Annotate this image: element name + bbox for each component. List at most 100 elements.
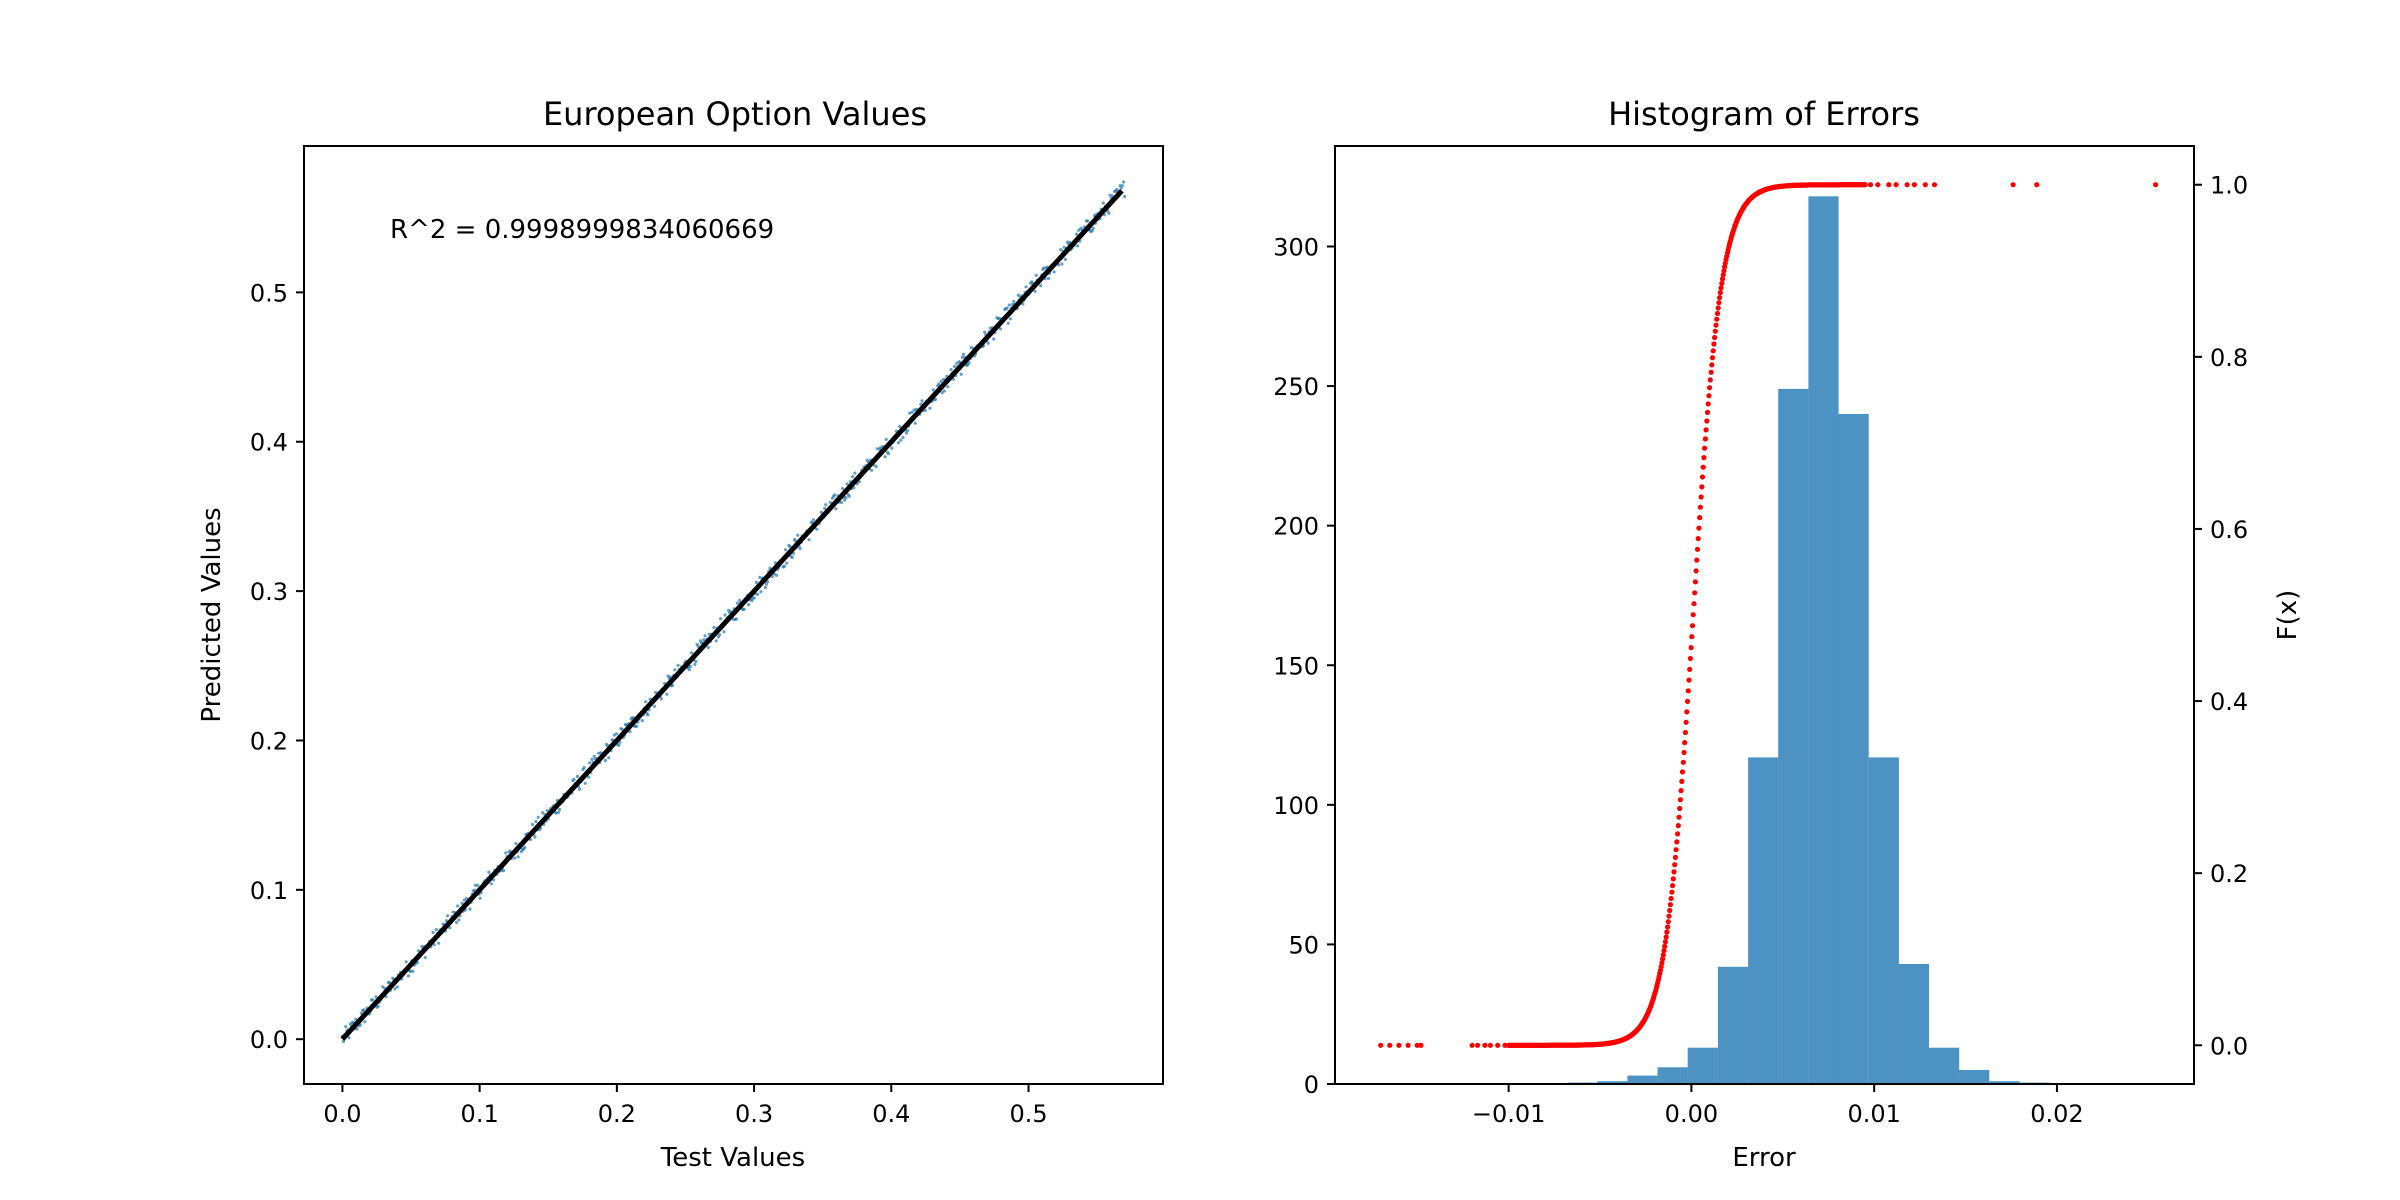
scatter-point	[1121, 180, 1126, 184]
histogram-y-ticks: 0 50 100 150 200 250 300	[1273, 234, 1335, 1099]
cdf-point	[1867, 182, 1874, 188]
cdf-point	[1702, 445, 1708, 451]
cdf-point	[1665, 924, 1671, 930]
scatter-point	[583, 781, 587, 785]
scatter-point	[533, 835, 537, 839]
scatter-point	[687, 668, 691, 672]
scatter-point	[635, 724, 639, 728]
scatter-point	[785, 561, 789, 565]
scatter-point	[1107, 211, 1111, 215]
cdf-y-label: F(x)	[2273, 590, 2303, 641]
cdf-point	[1675, 831, 1681, 837]
scatter-point	[920, 399, 924, 403]
scatter-point	[839, 500, 844, 505]
scatter-point	[617, 743, 621, 747]
cdf-point	[1660, 956, 1666, 962]
scatter-point	[590, 757, 594, 762]
histogram-bar	[1808, 196, 1839, 1085]
scatter-point	[431, 930, 435, 935]
cdf-point	[1682, 729, 1688, 736]
y-tick-label: 200	[1273, 513, 1319, 541]
scatter-point	[455, 920, 459, 925]
scatter-point	[1006, 321, 1010, 325]
cdf-point	[1685, 688, 1691, 694]
scatter-point	[898, 424, 902, 429]
scatter-point	[845, 482, 849, 486]
cdf-point	[1709, 362, 1715, 368]
y-tick-label: 0.4	[250, 429, 288, 457]
cdf-point	[1659, 960, 1665, 966]
cdf-point	[1692, 590, 1698, 596]
scatter-point	[1046, 276, 1051, 281]
scatter-point	[588, 761, 592, 765]
cdf-point	[1709, 355, 1716, 361]
scatter-point	[788, 544, 792, 549]
cdf-point	[1714, 316, 1720, 322]
scatter-point	[696, 644, 700, 649]
cdf-point	[2153, 182, 2159, 188]
x-tick-label: 0.00	[1665, 1100, 1718, 1128]
cdf-point	[1684, 698, 1691, 705]
scatter-point	[851, 475, 855, 479]
scatter-point	[853, 471, 857, 475]
scatter-point	[986, 341, 990, 345]
scatter-point	[644, 700, 648, 704]
cdf-point	[1680, 759, 1686, 765]
scatter-point	[754, 580, 759, 585]
scatter-point	[628, 730, 632, 734]
scatter-point	[738, 598, 742, 602]
scatter-point	[582, 766, 586, 770]
scatter-point	[967, 361, 971, 365]
scatter-point	[828, 500, 832, 504]
cdf-point	[1679, 778, 1685, 785]
scatter-point	[1024, 285, 1028, 289]
scatter-point	[1101, 201, 1105, 205]
cdf-points	[1378, 182, 2159, 1048]
scatter-point	[747, 603, 751, 607]
cdf-point	[1691, 601, 1697, 607]
scatter-point	[961, 352, 966, 356]
scatter-point	[1120, 184, 1124, 188]
scatter-point	[575, 774, 580, 779]
cdf-point	[1672, 862, 1678, 868]
scatter-point	[735, 601, 740, 605]
cdf-point	[1708, 369, 1714, 375]
histogram-bar	[1717, 966, 1749, 1085]
histogram-bar	[1868, 757, 1899, 1084]
scatter-point	[1012, 299, 1016, 304]
scatter-point	[843, 498, 847, 502]
fit-line-group	[340, 189, 1124, 1041]
scatter-point	[905, 429, 910, 433]
cdf-point	[1661, 948, 1667, 954]
right-y-tick-label: 1.0	[2210, 172, 2248, 200]
scatter-point	[890, 446, 894, 450]
scatter-point	[815, 527, 819, 531]
scatter-point	[504, 851, 508, 855]
scatter-point	[670, 683, 675, 687]
scatter-point	[763, 585, 768, 590]
scatter-point	[646, 713, 650, 717]
scatter-point	[578, 787, 582, 791]
scatter-point	[949, 368, 953, 372]
cdf-point	[1684, 709, 1690, 715]
scatter-point	[689, 651, 694, 655]
cdf-point	[1693, 568, 1699, 574]
scatter-point	[603, 758, 608, 763]
y-tick-label: 0.2	[250, 727, 288, 755]
scatter-point	[404, 960, 408, 964]
scatter-point	[847, 494, 851, 498]
histogram-x-label: Error	[1732, 1143, 1796, 1173]
cdf-point	[1700, 464, 1706, 470]
scatter-point	[523, 845, 527, 850]
cdf-point	[1875, 182, 1881, 188]
scatter-point	[556, 810, 561, 815]
cdf-point	[1694, 546, 1701, 552]
cdf-point	[1704, 418, 1710, 424]
cdf-point	[1666, 913, 1672, 919]
scatter-title: European Option Values	[543, 95, 927, 133]
y-tick-label: 0.5	[250, 279, 288, 307]
scatter-point	[1034, 273, 1038, 277]
histogram-bar	[1627, 1075, 1658, 1084]
histogram-bar	[1838, 414, 1869, 1084]
y-tick-label: 50	[1288, 931, 1319, 959]
